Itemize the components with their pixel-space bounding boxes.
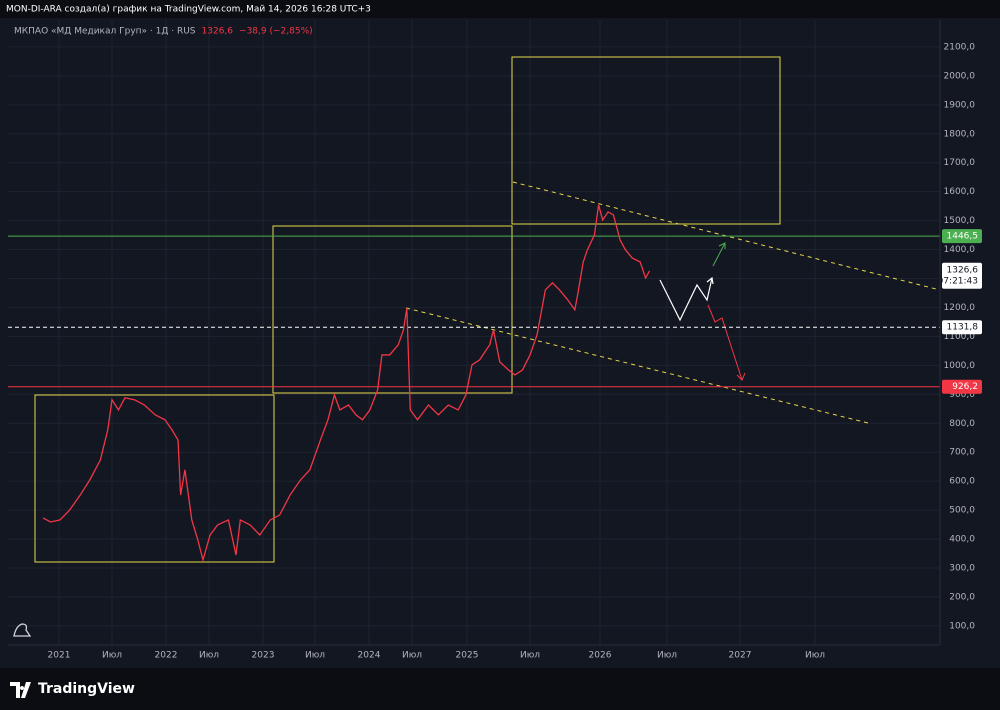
range-box	[511, 56, 781, 225]
y-tick-label: 900,0	[949, 390, 975, 400]
y-tick-label: 1100,0	[944, 332, 976, 342]
price-badge-label: 926,2	[952, 382, 978, 392]
header-text: MON-DI-ARA создал(а) график на TradingVi…	[6, 5, 371, 15]
range-box	[34, 394, 275, 563]
price-badge	[942, 320, 982, 335]
brand-logo	[10, 682, 31, 698]
y-tick-label: 1400,0	[944, 245, 976, 255]
logo-icon	[13, 623, 32, 637]
brand-name: TradingView	[38, 681, 135, 697]
drawings	[34, 56, 941, 563]
x-tick-label: 2022	[155, 651, 178, 661]
y-tick-label: 600,0	[949, 477, 975, 487]
y-tick-label: 2100,0	[944, 42, 976, 52]
plot	[8, 204, 940, 563]
arrow-head	[718, 242, 726, 249]
price-badge-label: 1446,5	[947, 232, 979, 242]
y-tick-label: 100,0	[949, 621, 975, 631]
x-tick-label: Июл	[520, 651, 540, 661]
price-change: −38,9 (−2,85%)	[239, 27, 313, 37]
countdown: 07:21:43	[938, 276, 978, 286]
x-tick-label: Июл	[199, 651, 219, 661]
x-tick-label: 2021	[48, 651, 71, 661]
y-tick-label: 1000,0	[944, 361, 976, 371]
x-tick-label: 2027	[729, 651, 752, 661]
arrow-head	[736, 372, 746, 381]
y-tick-label: 500,0	[949, 506, 975, 516]
x-tick-label: Июл	[657, 651, 677, 661]
arrow-head	[706, 276, 714, 285]
last-price: 1326,6	[202, 27, 234, 37]
forecast-path	[659, 277, 713, 322]
footer	[0, 668, 1000, 710]
y-tick-label: 1600,0	[944, 187, 976, 197]
y-tick-label: 300,0	[949, 563, 975, 573]
x-tick-label: 2025	[456, 651, 479, 661]
range-box	[272, 225, 513, 394]
last-price-value: 1326,6	[947, 265, 979, 275]
grid	[8, 20, 940, 645]
y-tick-label: 1200,0	[944, 303, 976, 313]
x-tick-label: 2024	[358, 651, 381, 661]
y-tick-label: 1800,0	[944, 129, 976, 139]
y-tick-label: 1500,0	[944, 216, 976, 226]
price-badge	[942, 379, 982, 394]
y-tick-label: 800,0	[949, 419, 975, 429]
y-tick-label: 200,0	[949, 592, 975, 602]
x-tick-label: Июл	[402, 651, 422, 661]
x-tick-label: Июл	[102, 651, 122, 661]
top-bar	[0, 0, 1000, 18]
last-price-badge	[942, 262, 982, 289]
forecast-path	[707, 304, 743, 381]
y-tick-label: 700,0	[949, 448, 975, 458]
x-tick-label: 2023	[252, 651, 275, 661]
y-tick-label: 2000,0	[944, 71, 976, 81]
x-tick-label: 2026	[589, 651, 612, 661]
symbol-title: МКПАО «МД Медикал Груп» · 1Д · RUS	[14, 27, 196, 37]
x-tick-label: Июл	[305, 651, 325, 661]
price-line-series	[42, 204, 651, 563]
price-badge-label: 1131,8	[947, 323, 979, 333]
y-tick-label: 400,0	[949, 535, 975, 545]
logo-mark	[13, 623, 32, 637]
x-tick-label: Июл	[805, 651, 825, 661]
price-badge	[942, 229, 982, 244]
y-tick-label: 1900,0	[944, 100, 976, 110]
y-tick-label: 1700,0	[944, 158, 976, 168]
forecast-arrow	[712, 242, 726, 267]
trend-line	[512, 181, 941, 291]
